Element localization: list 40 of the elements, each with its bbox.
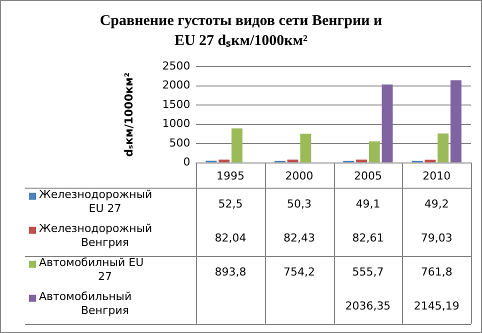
data-label: 82,43	[283, 232, 315, 245]
y-axis-title: dₛкм/1000км²	[122, 72, 136, 157]
x-tick-label: 2000	[285, 169, 314, 182]
data-label: 82,61	[352, 232, 384, 245]
y-tick-label: 1500	[162, 98, 190, 111]
y-tick-label: 2000	[162, 78, 190, 92]
data-label: 761,8	[420, 266, 452, 279]
data-label: 52,5	[218, 198, 243, 211]
bar	[356, 160, 367, 162]
data-label: 49,1	[356, 198, 380, 211]
bar	[424, 160, 436, 162]
data-label: 555,7	[352, 266, 384, 279]
bar	[232, 128, 242, 162]
chart-title: Сравнение густоты видов сети Венгрии и EU 27 dₛкм/1000км²	[98, 12, 384, 51]
y-tick-label: 0	[183, 156, 190, 169]
data-label: 2036,35	[345, 300, 391, 313]
bar	[438, 133, 449, 162]
data-label: 50,3	[286, 198, 312, 211]
legend-label: Автомобильный Венгрия	[39, 290, 132, 318]
data-label: 82,04	[214, 232, 246, 245]
bar	[450, 80, 462, 162]
data-label: 49,2	[424, 198, 449, 211]
data-label: 754,2	[283, 266, 315, 279]
data-label: 893,8	[214, 266, 246, 279]
y-tick-label: 1000	[162, 117, 190, 130]
x-tick-label: 2005	[354, 169, 382, 182]
legend-label: Железнодорожный EU 27	[39, 188, 152, 216]
bar	[368, 141, 380, 162]
bar	[287, 160, 298, 162]
x-tick-label: 2010	[422, 169, 451, 182]
bar	[218, 160, 230, 162]
y-tick-label: 2500	[162, 59, 190, 72]
x-tick-label: 1995	[216, 169, 245, 182]
bar	[300, 134, 312, 162]
y-tick-label: 500	[169, 136, 190, 150]
bar	[382, 84, 393, 162]
legend-label: Автомобилный EU 27	[39, 256, 144, 284]
data-label: 79,03	[420, 232, 452, 245]
legend-label: Железнодорожный Венгрия	[39, 222, 152, 250]
data-label: 2145,19	[414, 300, 460, 313]
